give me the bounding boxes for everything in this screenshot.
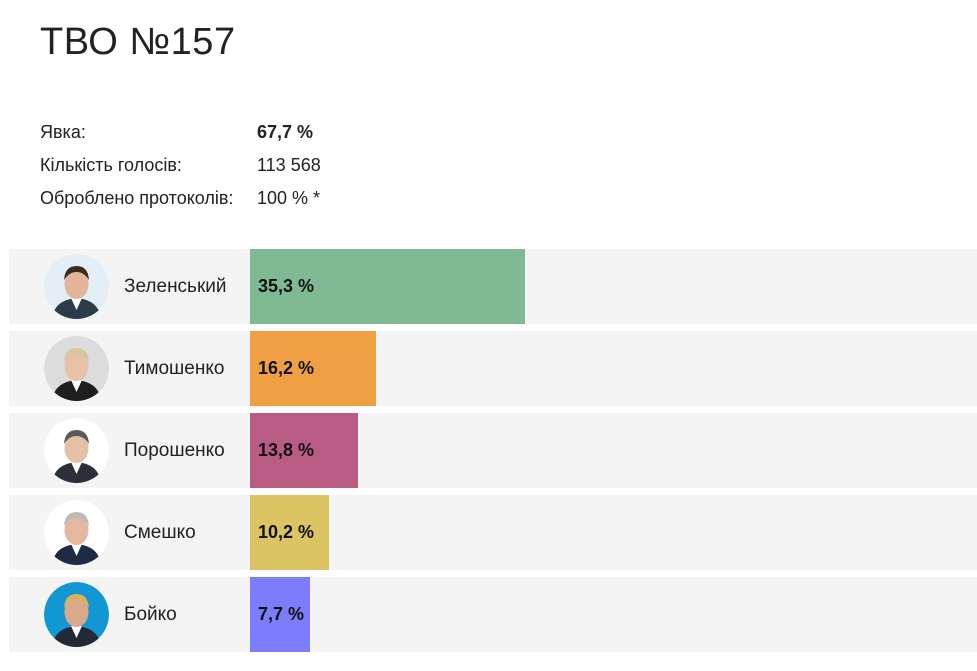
- page-title: ТВО №157: [40, 21, 236, 63]
- bar-row: Тимошенко 16,2 %: [9, 331, 977, 406]
- bar-value-label: 13,8 %: [258, 440, 315, 460]
- stat-value: 67,7 %: [257, 122, 314, 142]
- boiko-photo-icon: [44, 582, 109, 647]
- result-bar: [250, 249, 525, 324]
- bar-row: Порошенко 13,8 %: [9, 413, 977, 488]
- stat-value: 113 568: [257, 155, 321, 175]
- candidate-name-label: Тимошенко: [124, 358, 225, 379]
- bar-row: Смешко 10,2 %: [9, 495, 977, 570]
- zelenskyi-photo-icon: [44, 254, 109, 319]
- stat-label: Явка:: [40, 122, 86, 142]
- candidate-name-label: Зеленський: [124, 276, 227, 297]
- result-bar: [250, 495, 329, 570]
- bar-value-label: 7,7 %: [258, 604, 305, 624]
- stat-protocols: Оброблено протоколів: 100 % *: [40, 182, 321, 215]
- stat-votes: Кількість голосів: 113 568: [40, 149, 321, 182]
- bar-value-label: 35,3 %: [258, 276, 315, 296]
- smeshko-photo-icon: [44, 500, 109, 565]
- stats-block: Явка: 67,7 % Кількість голосів: 113 568 …: [40, 116, 321, 215]
- result-bar: [250, 331, 376, 406]
- results-chart: Зеленський 35,3 % Тимошенко 16,2 % Порошенко…: [9, 249, 977, 659]
- tymoshenko-photo-icon: [44, 336, 109, 401]
- bar-row: Зеленський 35,3 %: [9, 249, 977, 324]
- result-bar: [250, 577, 310, 652]
- stat-label: Кількість голосів:: [40, 155, 182, 175]
- candidate-name-label: Порошенко: [124, 440, 225, 461]
- candidate-name-label: Смешко: [124, 522, 196, 543]
- stat-turnout: Явка: 67,7 %: [40, 116, 321, 149]
- bar-value-label: 16,2 %: [258, 358, 315, 378]
- stat-value: 100 % *: [257, 188, 321, 208]
- candidate-name-label: Бойко: [124, 604, 177, 625]
- poroshenko-photo-icon: [44, 418, 109, 483]
- bar-value-label: 10,2 %: [258, 522, 315, 542]
- bar-row: Бойко 7,7 %: [9, 577, 977, 652]
- stat-label: Оброблено протоколів:: [40, 188, 234, 208]
- result-bar: [250, 413, 358, 488]
